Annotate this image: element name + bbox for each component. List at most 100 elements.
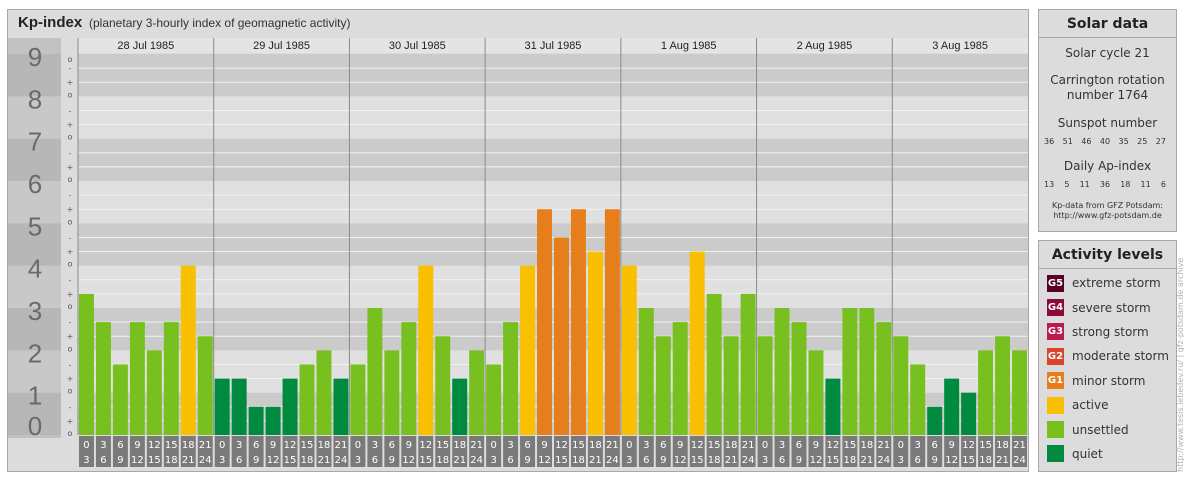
activity-level-swatch bbox=[1047, 396, 1064, 414]
hour-cell bbox=[367, 436, 383, 467]
day-label: 31 Jul 1985 bbox=[525, 40, 582, 52]
activity-level-swatch: G5 bbox=[1047, 274, 1064, 292]
hour-cell bbox=[723, 436, 739, 467]
kp-minor-tick-label: - bbox=[69, 360, 72, 369]
kp-minor-tick-label: - bbox=[69, 106, 72, 115]
sunspot-value: 27 bbox=[1155, 137, 1166, 146]
hour-start-label: 9 bbox=[134, 440, 140, 451]
kp-minor-tick-label: + bbox=[67, 163, 74, 172]
activity-level-label: moderate storm bbox=[1072, 349, 1169, 364]
activity-level-swatch bbox=[1047, 421, 1064, 439]
hour-cell bbox=[384, 436, 400, 467]
kp-index-chart: Kp-index (planetary 3-hourly index of ge… bbox=[8, 14, 1028, 467]
hour-end-label: 9 bbox=[389, 455, 395, 466]
y-tick-label: 7 bbox=[28, 127, 42, 157]
activity-level-item: unsettled bbox=[1039, 417, 1176, 441]
activity-level-swatch: G2 bbox=[1047, 347, 1064, 365]
hour-cell bbox=[299, 436, 315, 467]
carrington-line-2: number 1764 bbox=[1066, 88, 1149, 102]
hour-start-label: 6 bbox=[796, 440, 802, 451]
y-tick-label: 4 bbox=[28, 254, 42, 284]
kp-minor-tick-label: - bbox=[69, 233, 72, 242]
ap-value: 6 bbox=[1160, 180, 1166, 189]
kp-bar bbox=[520, 265, 536, 435]
kp-bar bbox=[689, 251, 705, 435]
hour-cell bbox=[129, 436, 145, 467]
kp-bar bbox=[384, 350, 400, 435]
y-axis-band bbox=[8, 392, 61, 435]
hour-end-label: 24 bbox=[335, 455, 348, 466]
hour-end-label: 3 bbox=[355, 455, 361, 466]
hour-cell bbox=[520, 436, 536, 467]
ap-value: 36 bbox=[1099, 180, 1111, 189]
hour-end-label: 15 bbox=[962, 455, 975, 466]
kp-minor-tick-label: + bbox=[67, 248, 74, 257]
kp-bar bbox=[418, 265, 434, 435]
kp-bar bbox=[231, 378, 247, 435]
hour-end-label: 15 bbox=[691, 455, 704, 466]
kp-bar bbox=[554, 237, 569, 435]
y-axis-band bbox=[8, 54, 61, 97]
hour-cell bbox=[282, 436, 298, 467]
kp-bar bbox=[79, 293, 94, 435]
hour-cell bbox=[944, 436, 960, 467]
activity-level-item: G3 strong storm bbox=[1039, 320, 1176, 344]
hour-start-label: 15 bbox=[844, 440, 857, 451]
activity-level-label: strong storm bbox=[1072, 324, 1149, 339]
hour-cell bbox=[452, 436, 468, 467]
hour-cell bbox=[554, 436, 569, 467]
activity-levels-panel: Activity levels G5 extreme storm G4 severe … bbox=[1038, 240, 1177, 472]
kp-minor-tick-label: - bbox=[69, 64, 72, 73]
chart-subtitle: (planetary 3-hourly index of geomagnetic… bbox=[89, 16, 350, 30]
hour-start-label: 9 bbox=[270, 440, 276, 451]
kp-bar bbox=[333, 378, 349, 435]
hour-end-label: 24 bbox=[742, 455, 755, 466]
hour-start-label: 6 bbox=[117, 440, 123, 451]
y-axis-band bbox=[8, 96, 61, 139]
hour-end-label: 24 bbox=[606, 455, 619, 466]
activity-level-label: active bbox=[1072, 398, 1109, 413]
kp-bar bbox=[197, 336, 213, 435]
hour-end-label: 3 bbox=[490, 455, 496, 466]
hour-start-label: 0 bbox=[355, 440, 361, 451]
hour-cell bbox=[842, 436, 858, 467]
kp-bar bbox=[146, 350, 162, 435]
hour-start-label: 18 bbox=[182, 440, 195, 451]
kp-bar bbox=[435, 336, 451, 435]
credit-line-1: Kp-data from GFZ Potsdam: bbox=[1052, 201, 1163, 210]
hour-end-label: 15 bbox=[555, 455, 568, 466]
hour-end-label: 6 bbox=[643, 455, 649, 466]
activity-level-label: quiet bbox=[1072, 446, 1103, 461]
hour-end-label: 12 bbox=[674, 455, 687, 466]
hour-start-label: 15 bbox=[572, 440, 585, 451]
activity-level-item: G1 minor storm bbox=[1039, 369, 1176, 393]
kp-minor-tick-label: + bbox=[67, 375, 74, 384]
hour-end-label: 21 bbox=[318, 455, 331, 466]
y-tick-label: 1 bbox=[28, 381, 42, 411]
kp-minor-tick-label: o bbox=[68, 302, 73, 311]
y-tick-label: 0 bbox=[28, 411, 42, 441]
kp-bar bbox=[316, 350, 332, 435]
hour-cell bbox=[486, 436, 502, 467]
hour-end-label: 6 bbox=[236, 455, 242, 466]
hour-cell bbox=[927, 436, 943, 467]
hour-cell bbox=[791, 436, 807, 467]
hour-cell bbox=[859, 436, 875, 467]
kp-band bbox=[78, 181, 1028, 224]
hour-end-label: 24 bbox=[1013, 455, 1026, 466]
hour-end-label: 21 bbox=[182, 455, 195, 466]
ap-value: 11 bbox=[1140, 180, 1151, 189]
hour-end-label: 6 bbox=[779, 455, 785, 466]
sunspot-numbers: 36 51 46 40 35 25 27 bbox=[1039, 137, 1176, 146]
hour-start-label: 15 bbox=[436, 440, 449, 451]
sunspot-value: 46 bbox=[1081, 137, 1092, 146]
kp-bar bbox=[503, 322, 519, 435]
hour-start-label: 21 bbox=[335, 440, 348, 451]
hour-cell bbox=[1012, 436, 1027, 467]
kp-bar bbox=[944, 378, 960, 435]
hour-start-label: 3 bbox=[236, 440, 242, 451]
hour-start-label: 9 bbox=[948, 440, 954, 451]
kp-minor-tick-label: o bbox=[68, 55, 73, 64]
y-tick-label: 2 bbox=[28, 338, 42, 368]
hour-cell bbox=[265, 436, 281, 467]
